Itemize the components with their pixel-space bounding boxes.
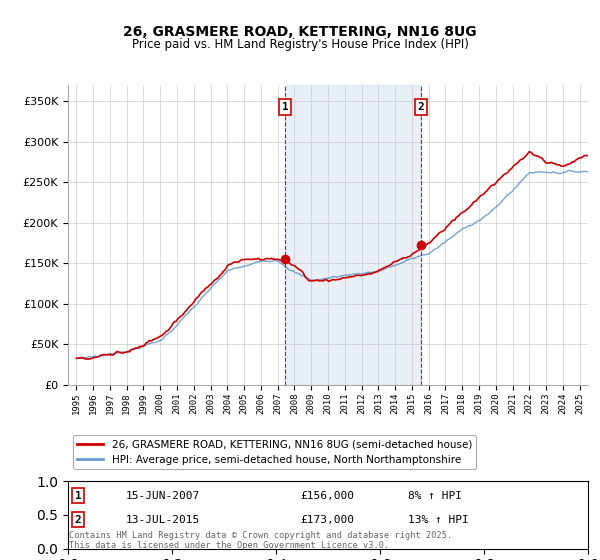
Text: 8% ↑ HPI: 8% ↑ HPI	[408, 491, 462, 501]
Text: 2: 2	[418, 102, 424, 112]
Text: Contains HM Land Registry data © Crown copyright and database right 2025.
This d: Contains HM Land Registry data © Crown c…	[69, 530, 452, 550]
Text: 13-JUL-2015: 13-JUL-2015	[126, 515, 200, 525]
Legend: 26, GRASMERE ROAD, KETTERING, NN16 8UG (semi-detached house), HPI: Average price: 26, GRASMERE ROAD, KETTERING, NN16 8UG (…	[73, 436, 476, 469]
Text: 13% ↑ HPI: 13% ↑ HPI	[408, 515, 469, 525]
Text: £173,000: £173,000	[300, 515, 354, 525]
Text: £156,000: £156,000	[300, 491, 354, 501]
Bar	[285, 85, 421, 385]
Text: 15-JUN-2007: 15-JUN-2007	[126, 491, 200, 501]
Text: Price paid vs. HM Land Registry's House Price Index (HPI): Price paid vs. HM Land Registry's House …	[131, 38, 469, 51]
Text: 26, GRASMERE ROAD, KETTERING, NN16 8UG: 26, GRASMERE ROAD, KETTERING, NN16 8UG	[123, 25, 477, 39]
Text: 1: 1	[282, 102, 289, 112]
Text: 1: 1	[74, 491, 82, 501]
Text: 2: 2	[74, 515, 82, 525]
